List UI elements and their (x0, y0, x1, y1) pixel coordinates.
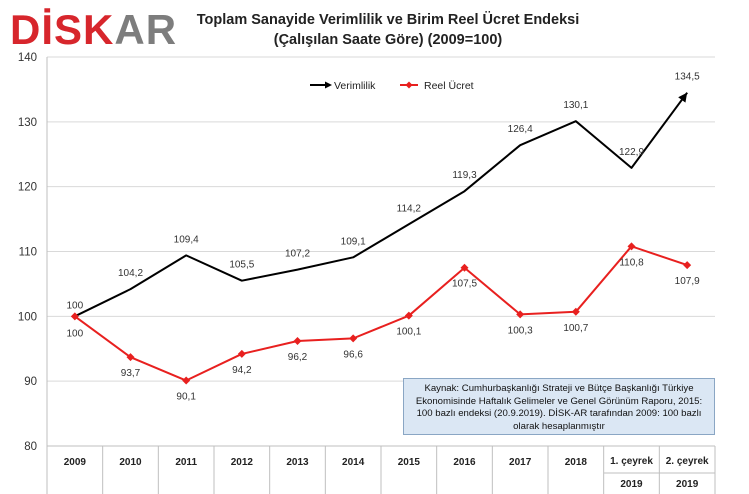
x-tick-label: 2012 (231, 457, 254, 468)
x-tick-label: 2009 (64, 457, 87, 468)
x-tick-label: 2010 (119, 457, 142, 468)
data-label: 90,1 (176, 392, 196, 403)
legend-marker (405, 81, 413, 89)
chart-title-line2: (Çalışılan Saate Göre) (2009=100) (273, 32, 503, 48)
data-label: 100,1 (396, 327, 421, 338)
data-label: 109,4 (174, 234, 199, 245)
legend-label: Verimlilik (334, 80, 376, 92)
y-tick-label: 110 (19, 247, 37, 259)
data-label: 93,7 (121, 368, 141, 379)
y-tick-label: 130 (18, 117, 37, 129)
data-label: 105,5 (229, 260, 254, 271)
data-point (683, 261, 692, 270)
logo-part1: DİSK (10, 6, 114, 52)
data-label: 110,8 (619, 257, 644, 268)
data-label: 126,4 (508, 124, 533, 135)
data-label: 134,5 (675, 72, 700, 83)
data-label: 94,2 (232, 365, 252, 376)
data-label: 96,2 (288, 352, 308, 363)
data-point (70, 312, 79, 321)
data-label: 104,2 (118, 268, 143, 279)
chart-title-line1: Toplam Sanayide Verimlilik ve Birim Reel… (196, 12, 580, 28)
x-tick-label: 2011 (175, 457, 197, 468)
y-tick-label: 120 (18, 182, 37, 194)
data-point (627, 242, 636, 251)
x-tick-label: 2014 (342, 457, 365, 468)
x-tick-label: 2013 (286, 457, 309, 468)
data-point (460, 263, 469, 272)
series-line-reel-ucret (74, 245, 688, 382)
series-line-verimlilik (74, 92, 688, 318)
data-label: 130,1 (563, 100, 588, 111)
data-label: 107,2 (285, 249, 310, 260)
logo-part2: AR (114, 6, 177, 52)
x-tick-label: 2018 (565, 457, 588, 468)
y-tick-label: 140 (18, 52, 37, 64)
x-tick-label: 1. çeyrek (610, 456, 653, 467)
series-arrowhead (678, 92, 688, 103)
data-point (237, 349, 246, 358)
data-label: 107,5 (452, 279, 477, 290)
x-tick-label: 2016 (453, 457, 476, 468)
x-tick-label: 2019 (620, 479, 643, 490)
x-tick-label: 2. çeyrek (666, 456, 709, 467)
data-point (182, 376, 191, 385)
x-tick-label: 2019 (676, 479, 699, 490)
data-point (571, 307, 580, 316)
data-label: 100,7 (563, 323, 588, 334)
x-tick-label: 2017 (509, 457, 532, 468)
data-label: 100 (66, 300, 83, 311)
y-tick-label: 80 (24, 441, 37, 453)
data-point (516, 310, 525, 319)
data-point (126, 353, 135, 362)
data-label: 119,3 (452, 170, 477, 181)
y-tick-label: 90 (24, 376, 37, 388)
source-note: Kaynak: Cumhurbaşkanlığı Strateji ve Büt… (403, 378, 715, 435)
chart-title: Toplam Sanayide Verimlilik ve Birim Reel… (188, 10, 588, 50)
legend-label: Reel Ücret (424, 80, 474, 92)
data-label: 107,9 (675, 276, 700, 287)
data-label: 109,1 (341, 236, 366, 247)
x-tick-label: 2015 (398, 457, 421, 468)
data-point (293, 336, 302, 345)
diskar-logo: DİSKAR (8, 4, 188, 53)
y-tick-label: 100 (18, 311, 37, 323)
data-label: 114,2 (397, 203, 422, 214)
data-label: 96,6 (343, 349, 363, 360)
data-label: 100,3 (508, 325, 533, 336)
data-label: 122,9 (619, 147, 644, 158)
legend-marker (325, 81, 332, 89)
svg-text:DİSKAR: DİSKAR (10, 6, 177, 52)
data-point (404, 311, 413, 320)
data-point (349, 334, 358, 343)
data-label: 100 (66, 328, 83, 339)
